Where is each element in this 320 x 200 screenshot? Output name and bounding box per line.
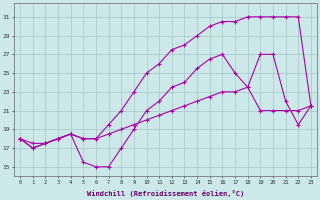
X-axis label: Windchill (Refroidissement éolien,°C): Windchill (Refroidissement éolien,°C): [87, 190, 244, 197]
